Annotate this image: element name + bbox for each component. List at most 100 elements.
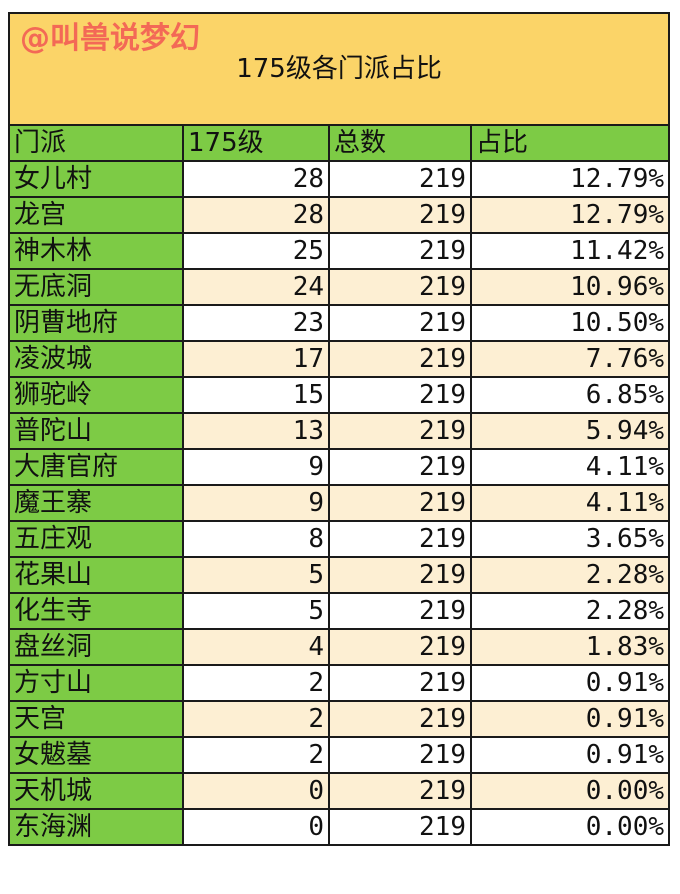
ratio-cell[interactable]: 0.91% — [469, 664, 671, 702]
total-count-cell[interactable]: 219 — [328, 628, 472, 666]
header-level175[interactable]: 175级 — [182, 124, 330, 162]
ratio-cell[interactable]: 6.85% — [469, 376, 671, 414]
ratio-cell[interactable]: 0.00% — [469, 772, 671, 810]
sect-name-cell[interactable]: 魔王寨 — [8, 484, 184, 522]
total-count-cell[interactable]: 219 — [328, 232, 472, 270]
total-count-cell[interactable]: 219 — [328, 808, 472, 846]
ratio-cell[interactable]: 0.00% — [469, 808, 671, 846]
total-count-cell[interactable]: 219 — [328, 412, 472, 450]
total-count-cell[interactable]: 219 — [328, 736, 472, 774]
ratio-cell[interactable]: 0.91% — [469, 700, 671, 738]
level175-count-cell[interactable]: 0 — [182, 808, 330, 846]
table-row: 天宫 2 219 0.91% — [8, 700, 671, 738]
header-row: 门派 175级 总数 占比 — [8, 124, 671, 162]
total-count-cell[interactable]: 219 — [328, 160, 472, 198]
ratio-cell[interactable]: 12.79% — [469, 196, 671, 234]
level175-count-cell[interactable]: 24 — [182, 268, 330, 306]
ratio-cell[interactable]: 3.65% — [469, 520, 671, 558]
total-count-cell[interactable]: 219 — [328, 484, 472, 522]
total-count-cell[interactable]: 219 — [328, 340, 472, 378]
level175-count-cell[interactable]: 17 — [182, 340, 330, 378]
level175-count-cell[interactable]: 23 — [182, 304, 330, 342]
table-row: 凌波城 17 219 7.76% — [8, 340, 671, 378]
level175-count-cell[interactable]: 13 — [182, 412, 330, 450]
ratio-cell[interactable]: 2.28% — [469, 556, 671, 594]
total-count-cell[interactable]: 219 — [328, 664, 472, 702]
header-total[interactable]: 总数 — [328, 124, 472, 162]
total-count-cell[interactable]: 219 — [328, 520, 472, 558]
ratio-cell[interactable]: 0.91% — [469, 736, 671, 774]
ratio-cell[interactable]: 10.50% — [469, 304, 671, 342]
table-row: 大唐官府 9 219 4.11% — [8, 448, 671, 486]
level175-count-cell[interactable]: 2 — [182, 700, 330, 738]
level175-count-cell[interactable]: 2 — [182, 664, 330, 702]
sect-name-cell[interactable]: 无底洞 — [8, 268, 184, 306]
total-count-cell[interactable]: 219 — [328, 700, 472, 738]
table-row: 天机城 0 219 0.00% — [8, 772, 671, 810]
sect-name-cell[interactable]: 阴曹地府 — [8, 304, 184, 342]
ratio-cell[interactable]: 2.28% — [469, 592, 671, 630]
table-row: 五庄观 8 219 3.65% — [8, 520, 671, 558]
table-row: 神木林 25 219 11.42% — [8, 232, 671, 270]
total-count-cell[interactable]: 219 — [328, 772, 472, 810]
sect-name-cell[interactable]: 女魃墓 — [8, 736, 184, 774]
spreadsheet-table: 175级各门派占比 门派 175级 总数 占比 女儿村 28 219 12.79% 龙宫… — [7, 12, 671, 846]
level175-count-cell[interactable]: 8 — [182, 520, 330, 558]
total-count-cell[interactable]: 219 — [328, 592, 472, 630]
sect-name-cell[interactable]: 狮驼岭 — [8, 376, 184, 414]
sect-name-cell[interactable]: 凌波城 — [8, 340, 184, 378]
sect-name-cell[interactable]: 化生寺 — [8, 592, 184, 630]
sect-name-cell[interactable]: 五庄观 — [8, 520, 184, 558]
table-row: 普陀山 13 219 5.94% — [8, 412, 671, 450]
sect-name-cell[interactable]: 普陀山 — [8, 412, 184, 450]
table-row: 龙宫 28 219 12.79% — [8, 196, 671, 234]
sect-name-cell[interactable]: 东海渊 — [8, 808, 184, 846]
table-title[interactable]: 175级各门派占比 — [7, 12, 671, 126]
level175-count-cell[interactable]: 28 — [182, 196, 330, 234]
level175-count-cell[interactable]: 9 — [182, 484, 330, 522]
table-row: 花果山 5 219 2.28% — [8, 556, 671, 594]
ratio-cell[interactable]: 4.11% — [469, 484, 671, 522]
sect-name-cell[interactable]: 女儿村 — [8, 160, 184, 198]
sect-name-cell[interactable]: 神木林 — [8, 232, 184, 270]
ratio-cell[interactable]: 11.42% — [469, 232, 671, 270]
table-row: 东海渊 0 219 0.00% — [8, 808, 671, 846]
table-row: 阴曹地府 23 219 10.50% — [8, 304, 671, 342]
sect-name-cell[interactable]: 方寸山 — [8, 664, 184, 702]
sect-name-cell[interactable]: 盘丝洞 — [8, 628, 184, 666]
ratio-cell[interactable]: 5.94% — [469, 412, 671, 450]
table-row: 化生寺 5 219 2.28% — [8, 592, 671, 630]
level175-count-cell[interactable]: 5 — [182, 592, 330, 630]
ratio-cell[interactable]: 12.79% — [469, 160, 671, 198]
sect-name-cell[interactable]: 龙宫 — [8, 196, 184, 234]
table-row: 女魃墓 2 219 0.91% — [8, 736, 671, 774]
ratio-cell[interactable]: 10.96% — [469, 268, 671, 306]
table-row: 方寸山 2 219 0.91% — [8, 664, 671, 702]
total-count-cell[interactable]: 219 — [328, 196, 472, 234]
total-count-cell[interactable]: 219 — [328, 268, 472, 306]
total-count-cell[interactable]: 219 — [328, 448, 472, 486]
sect-name-cell[interactable]: 天机城 — [8, 772, 184, 810]
total-count-cell[interactable]: 219 — [328, 376, 472, 414]
level175-count-cell[interactable]: 5 — [182, 556, 330, 594]
total-count-cell[interactable]: 219 — [328, 556, 472, 594]
level175-count-cell[interactable]: 25 — [182, 232, 330, 270]
ratio-cell[interactable]: 7.76% — [469, 340, 671, 378]
level175-count-cell[interactable]: 28 — [182, 160, 330, 198]
table-row: 盘丝洞 4 219 1.83% — [8, 628, 671, 666]
table-row: 女儿村 28 219 12.79% — [8, 160, 671, 198]
header-ratio[interactable]: 占比 — [469, 124, 671, 162]
sect-name-cell[interactable]: 大唐官府 — [8, 448, 184, 486]
level175-count-cell[interactable]: 2 — [182, 736, 330, 774]
ratio-cell[interactable]: 4.11% — [469, 448, 671, 486]
level175-count-cell[interactable]: 9 — [182, 448, 330, 486]
ratio-cell[interactable]: 1.83% — [469, 628, 671, 666]
total-count-cell[interactable]: 219 — [328, 304, 472, 342]
header-sect[interactable]: 门派 — [8, 124, 184, 162]
sect-name-cell[interactable]: 天宫 — [8, 700, 184, 738]
sect-name-cell[interactable]: 花果山 — [8, 556, 184, 594]
level175-count-cell[interactable]: 0 — [182, 772, 330, 810]
level175-count-cell[interactable]: 15 — [182, 376, 330, 414]
table-row: 狮驼岭 15 219 6.85% — [8, 376, 671, 414]
level175-count-cell[interactable]: 4 — [182, 628, 330, 666]
